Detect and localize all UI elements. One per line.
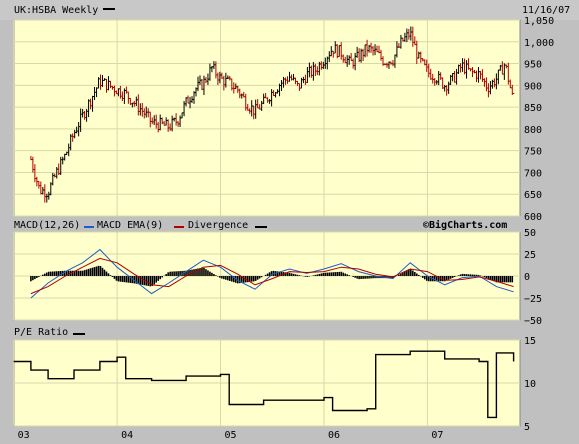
price-panel: [13, 19, 521, 217]
divergence-legend-bar: [255, 226, 267, 228]
price-legend-swatch: [103, 8, 115, 10]
y-tick-label: 10: [524, 379, 536, 390]
y-tick-label: 800: [524, 125, 542, 136]
macd-header: [0, 216, 579, 232]
grid-layer: [13, 19, 520, 427]
y-tick-label: 15: [524, 336, 536, 347]
y-tick-label: 25: [524, 250, 536, 261]
x-tick-label: 03: [18, 430, 30, 441]
macd-legend-label: MACD(12,26): [14, 220, 80, 231]
pe-legend-label: P/E Ratio: [14, 327, 68, 338]
y-tick-label: 900: [524, 81, 542, 92]
watermark: ©BigCharts.com: [423, 219, 507, 231]
marks-layer: [13, 26, 515, 419]
x-tick-label: 04: [121, 430, 133, 441]
y-tick-label: 1,050: [524, 16, 554, 27]
y-tick-label: 700: [524, 168, 542, 179]
price-chart-title: UK:HSBA Weekly: [14, 5, 98, 16]
divergence-legend-label: Divergence: [188, 220, 248, 231]
macd-ema-legend-label: MACD EMA(9): [97, 220, 163, 231]
pe-legend-swatch: [73, 333, 85, 335]
x-tick-label: 06: [328, 430, 340, 441]
macd-ema-line: [30, 257, 514, 295]
y-tick-label: 50: [524, 228, 536, 239]
y-tick-label: −25: [524, 294, 542, 305]
pe-ratio-line: [13, 350, 515, 419]
x-tick-label: 07: [431, 430, 443, 441]
y-tick-label: 0: [524, 272, 530, 283]
x-tick-label: 05: [225, 430, 237, 441]
y-tick-label: 1,000: [524, 38, 554, 49]
labels-layer: 03 04 05 06 071,0501,00095090085080075070065…: [18, 16, 554, 441]
pe-header: [0, 322, 579, 340]
y-tick-label: 650: [524, 190, 542, 201]
y-tick-label: 750: [524, 147, 542, 158]
chart-date: 11/16/07: [522, 5, 570, 16]
macd-ema-swatch: [84, 226, 94, 228]
y-tick-label: 950: [524, 60, 542, 71]
title-bar: [0, 0, 579, 20]
y-tick-label: 850: [524, 103, 542, 114]
y-tick-label: 5: [524, 422, 530, 433]
y-tick-label: 600: [524, 212, 542, 223]
y-tick-label: −50: [524, 316, 542, 327]
divergence-swatch: [174, 226, 184, 228]
